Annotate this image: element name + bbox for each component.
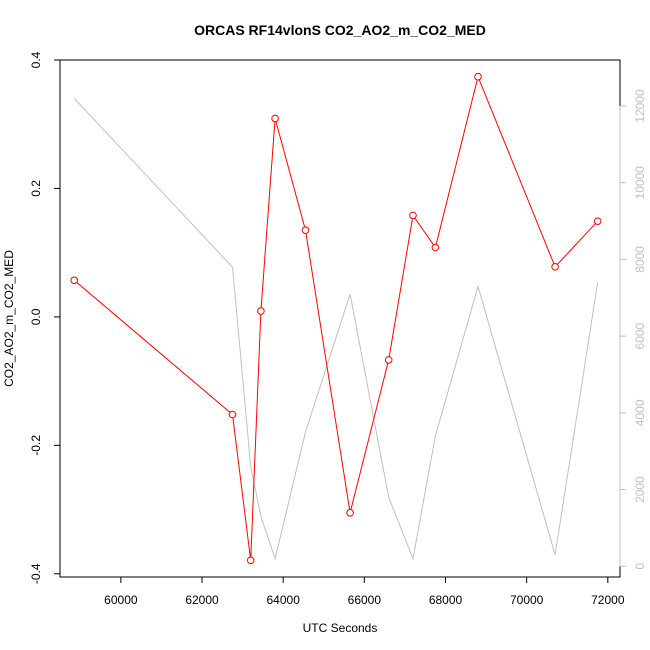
primary-series-point — [384, 356, 393, 364]
y2-tick-label: 0 — [633, 563, 647, 570]
primary-series-point — [346, 509, 354, 517]
y2-tick-label: 8000 — [633, 246, 647, 273]
y-tick-label: 0.4 — [29, 51, 43, 68]
y2-tick-label: 10000 — [633, 166, 647, 200]
primary-series-point — [431, 243, 440, 252]
primary-series-point — [593, 217, 602, 225]
axes-group: 60000 62000 64000 66000 68000 70000 72000-0.4-… — [29, 51, 647, 607]
y-axis-label: CO2_AO2_m_CO2_MED — [2, 250, 16, 387]
x-tick-label: 60000 — [104, 593, 138, 607]
x-tick-label: 64000 — [267, 593, 301, 607]
y2-tick-label: 6000 — [633, 322, 647, 349]
primary-series-point — [246, 556, 255, 565]
y-tick-label: 0.2 — [29, 180, 43, 197]
primary-series-point — [70, 276, 78, 285]
primary-series-point — [474, 72, 482, 81]
x-tick-label: 70000 — [510, 593, 544, 607]
y2-tick-label: 4000 — [633, 399, 647, 426]
y-tick-label: -0.2 — [29, 435, 43, 456]
y-tick-label: -0.4 — [29, 563, 43, 584]
x-tick-label: 72000 — [591, 593, 625, 607]
plot-frame — [59, 59, 621, 578]
y-tick-label: 0.0 — [29, 308, 43, 325]
x-tick-label: 62000 — [185, 593, 219, 607]
primary-series-point — [409, 211, 417, 220]
primary-series-point — [551, 263, 559, 271]
series-group — [70, 72, 602, 565]
y2-tick-label: 12000 — [633, 89, 647, 123]
x-axis-label: UTC Seconds — [303, 621, 378, 635]
primary-series-line — [73, 75, 599, 561]
x-tick-label: 68000 — [429, 593, 463, 607]
primary-series-point — [271, 114, 279, 123]
chart-title: ORCAS RF14vlonS CO2_AO2_m_CO2_MED — [194, 22, 486, 38]
x-tick-label: 66000 — [348, 593, 382, 607]
primary-series-point — [301, 226, 310, 234]
primary-series-point — [257, 307, 265, 315]
primary-series-point — [228, 410, 237, 419]
y2-tick-label: 2000 — [633, 476, 647, 503]
secondary-series-line — [73, 98, 599, 561]
